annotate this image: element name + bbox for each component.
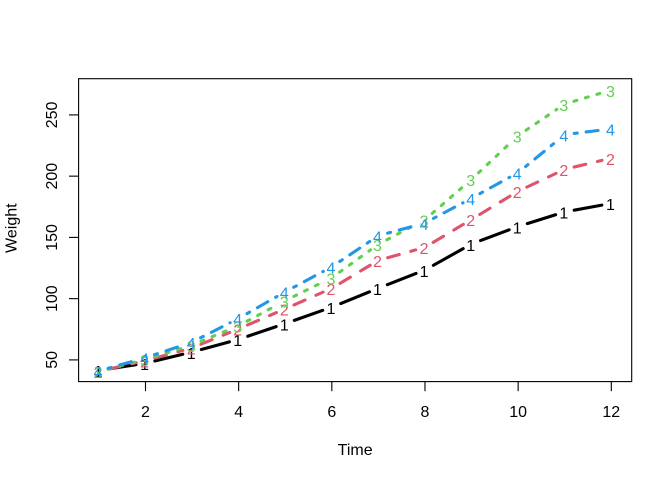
- svg-text:4: 4: [513, 166, 522, 183]
- svg-text:4: 4: [466, 192, 475, 209]
- svg-text:3: 3: [140, 353, 149, 370]
- svg-text:1: 1: [466, 238, 475, 255]
- svg-text:6: 6: [327, 404, 336, 421]
- svg-text:4: 4: [606, 123, 615, 140]
- svg-text:10: 10: [509, 404, 527, 421]
- svg-text:100: 100: [44, 285, 61, 312]
- svg-text:3: 3: [466, 173, 475, 190]
- svg-text:4: 4: [373, 229, 382, 246]
- svg-text:1: 1: [187, 346, 196, 363]
- svg-text:4: 4: [140, 352, 149, 369]
- svg-text:4: 4: [233, 312, 242, 329]
- svg-text:1: 1: [373, 282, 382, 299]
- svg-text:3: 3: [606, 84, 615, 101]
- svg-text:1: 1: [559, 206, 568, 223]
- svg-text:1: 1: [326, 301, 335, 318]
- svg-text:2: 2: [280, 303, 289, 320]
- svg-text:3: 3: [513, 129, 522, 146]
- svg-text:2: 2: [420, 241, 429, 258]
- svg-text:4: 4: [420, 217, 429, 234]
- svg-text:2: 2: [606, 152, 615, 169]
- svg-text:200: 200: [44, 163, 61, 190]
- svg-text:4: 4: [94, 365, 103, 382]
- svg-text:1: 1: [94, 364, 103, 381]
- svg-text:1: 1: [233, 333, 242, 350]
- svg-text:2: 2: [466, 213, 475, 230]
- svg-text:3: 3: [559, 98, 568, 115]
- svg-text:1: 1: [420, 264, 429, 281]
- svg-text:50: 50: [44, 351, 61, 369]
- svg-text:4: 4: [326, 261, 335, 278]
- svg-text:1: 1: [280, 317, 289, 334]
- svg-text:1: 1: [606, 197, 615, 214]
- svg-text:8: 8: [421, 404, 430, 421]
- svg-text:2: 2: [559, 163, 568, 180]
- svg-text:2: 2: [513, 185, 522, 202]
- svg-text:Time: Time: [338, 442, 373, 459]
- svg-text:3: 3: [280, 294, 289, 311]
- svg-text:3: 3: [420, 213, 429, 230]
- svg-text:4: 4: [280, 286, 289, 303]
- svg-text:4: 4: [559, 128, 568, 145]
- svg-text:12: 12: [602, 404, 620, 421]
- svg-text:1: 1: [140, 357, 149, 374]
- svg-text:4: 4: [234, 404, 243, 421]
- svg-text:3: 3: [94, 365, 103, 382]
- svg-text:150: 150: [44, 224, 61, 251]
- svg-text:3: 3: [233, 320, 242, 337]
- svg-text:3: 3: [373, 238, 382, 255]
- svg-text:2: 2: [187, 342, 196, 359]
- svg-text:2: 2: [140, 354, 149, 371]
- svg-text:2: 2: [233, 323, 242, 340]
- svg-text:2: 2: [94, 365, 103, 382]
- svg-text:3: 3: [326, 272, 335, 289]
- svg-text:Weight: Weight: [3, 203, 20, 253]
- svg-text:3: 3: [187, 339, 196, 356]
- svg-text:2: 2: [141, 404, 150, 421]
- svg-text:2: 2: [373, 254, 382, 271]
- svg-text:4: 4: [187, 336, 196, 353]
- svg-text:250: 250: [44, 101, 61, 128]
- svg-text:2: 2: [326, 282, 335, 299]
- svg-text:1: 1: [513, 220, 522, 237]
